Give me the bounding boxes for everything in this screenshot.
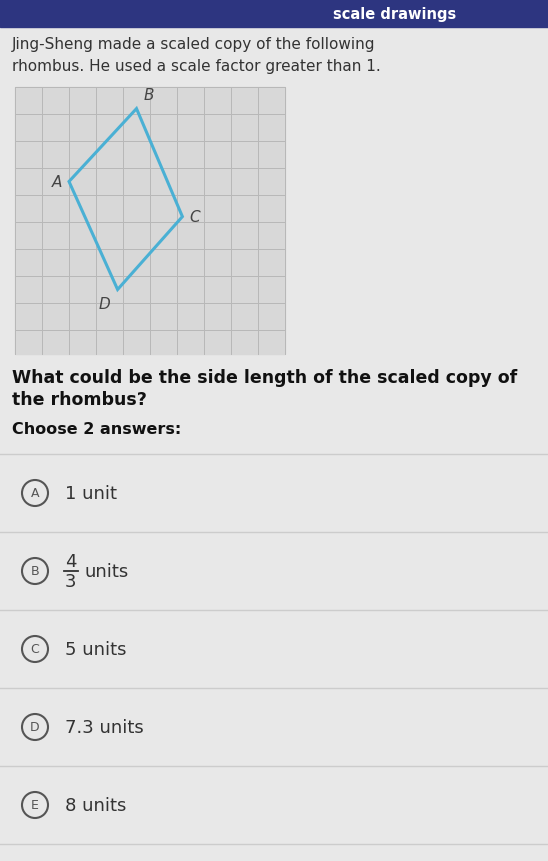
Text: the rhombus?: the rhombus? xyxy=(12,391,147,408)
Text: rhombus. He used a scale factor greater than 1.: rhombus. He used a scale factor greater … xyxy=(12,59,381,73)
Text: scale drawings: scale drawings xyxy=(333,7,456,22)
Text: Choose 2 answers:: Choose 2 answers: xyxy=(12,422,181,437)
Text: Jing-Sheng made a scaled copy of the following: Jing-Sheng made a scaled copy of the fol… xyxy=(12,38,375,53)
Text: 8 units: 8 units xyxy=(65,796,127,814)
Bar xyxy=(0,0,548,28)
Text: C: C xyxy=(190,210,200,225)
Text: 1 unit: 1 unit xyxy=(65,485,117,503)
Text: units: units xyxy=(85,562,129,580)
Text: E: E xyxy=(31,798,39,812)
Text: B: B xyxy=(144,88,154,102)
Text: 7.3 units: 7.3 units xyxy=(65,718,144,736)
Text: B: B xyxy=(31,565,39,578)
Text: A: A xyxy=(52,175,62,189)
Text: 5 units: 5 units xyxy=(65,641,127,659)
Text: D: D xyxy=(99,297,111,313)
Text: 3: 3 xyxy=(65,573,77,591)
Text: A: A xyxy=(31,487,39,500)
Text: D: D xyxy=(30,721,40,734)
Bar xyxy=(15,88,285,355)
Text: What could be the side length of the scaled copy of: What could be the side length of the sca… xyxy=(12,369,517,387)
Text: 4: 4 xyxy=(65,553,77,570)
Text: C: C xyxy=(31,643,39,656)
